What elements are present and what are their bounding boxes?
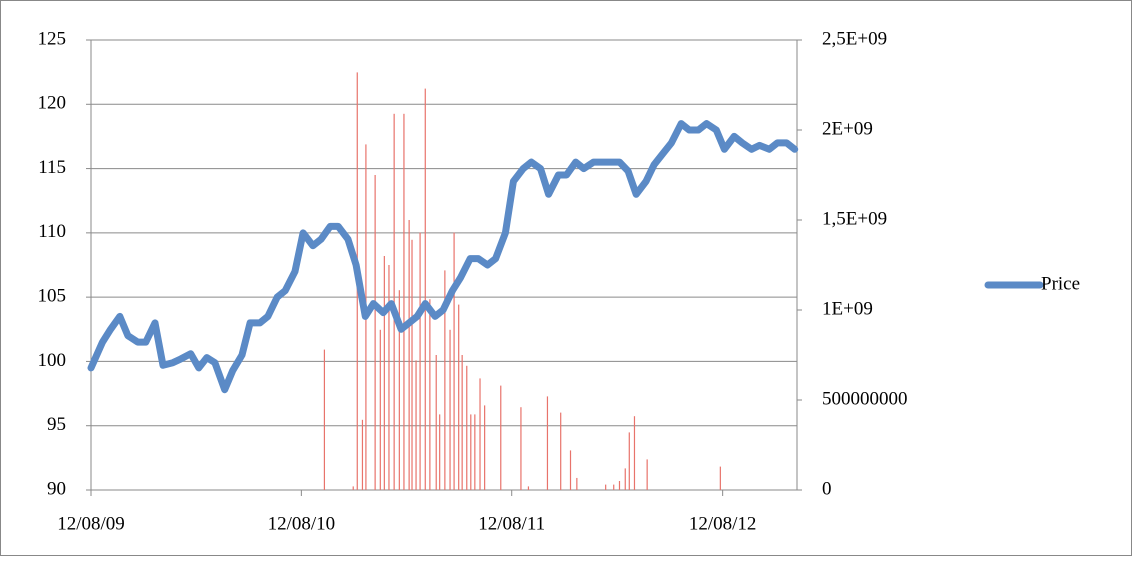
volume-bar	[605, 484, 607, 490]
volume-bar	[484, 405, 486, 490]
volume-bar	[569, 450, 572, 490]
y2-tick-label: 2E+09	[822, 118, 873, 139]
x-tick-label: 12/08/11	[478, 513, 545, 534]
volume-bar	[411, 239, 413, 490]
volume-bar	[429, 299, 431, 490]
volume-bar	[527, 486, 530, 490]
volume-bar	[323, 349, 326, 490]
y-tick-label: 95	[47, 414, 66, 435]
y2-tick-label: 1,5E+09	[822, 208, 887, 229]
volume-bar	[633, 416, 636, 490]
volume-bar	[419, 232, 421, 490]
volume-bar	[560, 412, 562, 490]
volume-bar	[458, 304, 460, 490]
volume-bar	[453, 232, 455, 490]
volume-bar	[613, 484, 615, 490]
volume-bar	[449, 329, 451, 490]
volume-bar	[398, 290, 400, 490]
volume-bar	[408, 220, 410, 490]
x-tick-label: 12/08/12	[689, 513, 757, 534]
volume-bar	[435, 355, 437, 490]
volume-bar	[424, 88, 426, 490]
y-tick-label: 120	[38, 93, 67, 114]
volume-bar	[374, 175, 376, 490]
volume-bar	[388, 265, 390, 490]
price-line	[87, 120, 799, 394]
y-tick-label: 100	[38, 350, 67, 371]
volume-bar	[439, 414, 441, 490]
y2-tick-label: 0	[822, 478, 832, 499]
volume-bar	[466, 365, 468, 490]
volume-bar	[444, 270, 446, 490]
volume-bar	[479, 378, 481, 490]
volume-bar	[546, 396, 549, 490]
volume-bar	[719, 466, 721, 490]
volume-bar	[500, 385, 502, 490]
volume-bar	[361, 419, 364, 490]
volume-bar	[352, 486, 354, 490]
y-tick-label: 90	[47, 478, 66, 499]
volume-bar	[628, 432, 630, 490]
volume-bar	[474, 414, 476, 490]
legend-label: Price	[1041, 273, 1080, 294]
volume-bar	[415, 360, 417, 490]
volume-bar	[461, 355, 463, 490]
y2-tick-label: 2,5E+09	[822, 28, 887, 49]
y-tick-label: 110	[38, 221, 66, 242]
y2-tick-label: 1E+09	[822, 298, 873, 319]
volume-bar	[624, 468, 626, 490]
y2-tick-label: 500000000	[822, 388, 908, 409]
volume-bar	[470, 414, 472, 490]
y-tick-label: 125	[38, 28, 67, 49]
volume-bar	[383, 256, 385, 490]
volume-bar	[618, 481, 621, 490]
volume-bar	[520, 407, 522, 490]
volume-bar	[403, 113, 405, 491]
x-tick-label: 12/08/09	[57, 513, 125, 534]
y-tick-label: 105	[38, 286, 67, 307]
x-tick-label: 12/08/10	[268, 513, 336, 534]
y-tick-label: 115	[38, 157, 66, 178]
volume-bar	[646, 459, 648, 490]
volume-bar	[576, 477, 578, 490]
volume-bar	[379, 329, 381, 490]
